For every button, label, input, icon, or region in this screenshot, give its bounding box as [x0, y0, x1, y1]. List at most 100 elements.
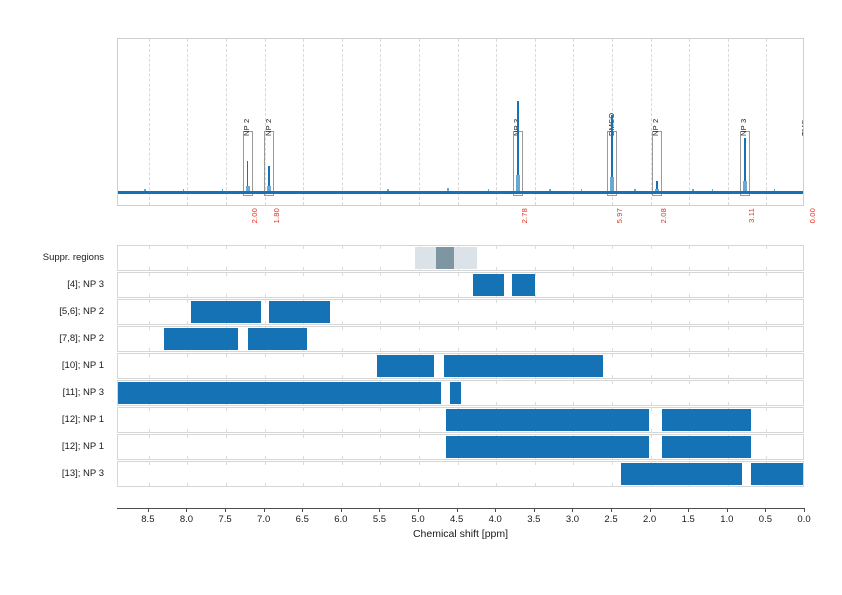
region-row-tick — [148, 348, 150, 351]
region-row-tick — [727, 267, 729, 270]
region-row-tick — [303, 483, 305, 486]
region-row-track[interactable] — [117, 380, 804, 406]
region-row-tick — [650, 273, 652, 276]
region-row-track[interactable] — [117, 326, 804, 352]
region-row-tick — [148, 456, 150, 459]
region-row-tick — [766, 294, 768, 297]
region-row-tick — [187, 375, 189, 378]
region-segment[interactable] — [750, 463, 803, 485]
region-segment[interactable] — [511, 274, 535, 296]
region-row-track[interactable] — [117, 461, 804, 487]
region-row-track[interactable] — [117, 407, 804, 433]
region-row-tick — [187, 354, 189, 357]
region-segment[interactable] — [247, 328, 308, 350]
region-row-tick — [727, 354, 729, 357]
spectrum-noise-bump — [634, 189, 636, 191]
region-row-tick — [534, 483, 536, 486]
region-row-tick — [187, 429, 189, 432]
region-segment[interactable] — [446, 409, 650, 431]
spectrum-gridline — [380, 39, 382, 205]
spectrum-gridline — [727, 39, 729, 205]
region-segment[interactable] — [376, 355, 435, 377]
x-axis-tick — [804, 508, 805, 512]
suppression-segment[interactable] — [436, 247, 454, 269]
region-row-tick — [689, 354, 691, 357]
region-row-tick — [766, 321, 768, 324]
region-segment[interactable] — [621, 463, 742, 485]
peak-signal-shoulder — [654, 189, 659, 191]
region-row-tick — [496, 267, 498, 270]
region-row-tick — [727, 273, 729, 276]
peak-integral-box[interactable] — [739, 131, 750, 196]
region-segment[interactable] — [191, 301, 261, 323]
region-row: Suppr. regions — [0, 245, 842, 271]
region-segment[interactable] — [473, 274, 504, 296]
region-row-tick — [689, 375, 691, 378]
peak-integral-box[interactable] — [651, 131, 662, 196]
region-row-tick — [650, 408, 652, 411]
peak-signal — [655, 181, 658, 191]
region-row-tick — [612, 294, 614, 297]
region-row-tick — [650, 435, 652, 438]
region-row-tick — [148, 294, 150, 297]
spectrum-noise-bump — [549, 188, 552, 191]
region-row-tick — [419, 435, 421, 438]
region-row-tick — [264, 408, 266, 411]
region-row-label: [4]; NP 3 — [67, 279, 104, 290]
region-row-tick — [419, 348, 421, 351]
region-row-tick — [303, 456, 305, 459]
x-axis-tick — [379, 508, 381, 512]
region-row-tick — [419, 462, 421, 465]
region-row-track[interactable] — [117, 353, 804, 379]
region-row-track[interactable] — [117, 299, 804, 325]
region-segment[interactable] — [449, 382, 462, 404]
region-row-tick — [534, 462, 536, 465]
region-row-tick — [226, 294, 228, 297]
region-segment[interactable] — [164, 328, 238, 350]
region-segment[interactable] — [268, 301, 331, 323]
region-row-track[interactable] — [117, 272, 804, 298]
region-row-tick — [264, 456, 266, 459]
region-row-tick — [766, 429, 768, 432]
region-row-tick — [727, 246, 729, 249]
region-row-tick — [341, 429, 343, 432]
x-axis-tick-label: 7.5 — [218, 514, 232, 525]
region-row-tick — [534, 273, 536, 276]
region-row-tick — [689, 273, 691, 276]
region-row-tick — [457, 294, 459, 297]
region-row-tick — [650, 300, 652, 303]
region-row-tick — [766, 456, 768, 459]
region-row-track[interactable] — [117, 434, 804, 460]
region-segment[interactable] — [446, 436, 650, 458]
x-axis-tick — [147, 508, 149, 512]
spectrum-noise-bump — [183, 189, 185, 191]
region-row-track[interactable] — [117, 245, 804, 271]
x-axis-tick-label: 3.5 — [527, 514, 541, 525]
spectrum-noise-bump — [773, 189, 775, 191]
region-row-tick — [650, 381, 652, 384]
region-segment[interactable] — [662, 436, 751, 458]
region-segment[interactable] — [118, 382, 441, 404]
region-row-tick — [650, 456, 652, 459]
region-row-tick — [573, 246, 575, 249]
region-segment[interactable] — [662, 409, 751, 431]
region-row-tick — [419, 273, 421, 276]
region-row-tick — [264, 483, 266, 486]
region-row-tick — [341, 483, 343, 486]
spectrum-gridline — [457, 39, 459, 205]
region-row-tick — [226, 267, 228, 270]
region-segment[interactable] — [443, 355, 603, 377]
integral-value: 5.97 — [614, 208, 624, 224]
region-row-tick — [457, 348, 459, 351]
region-row-tick — [457, 300, 459, 303]
region-row-tick — [187, 435, 189, 438]
region-row-tick — [264, 462, 266, 465]
region-row-tick — [573, 273, 575, 276]
region-row-tick — [264, 321, 266, 324]
peak-integral-box[interactable] — [264, 131, 275, 196]
x-axis-tick-label: 1.0 — [720, 514, 734, 525]
region-row-tick — [727, 300, 729, 303]
region-row-tick — [303, 462, 305, 465]
peak-integral-box[interactable] — [242, 131, 253, 196]
